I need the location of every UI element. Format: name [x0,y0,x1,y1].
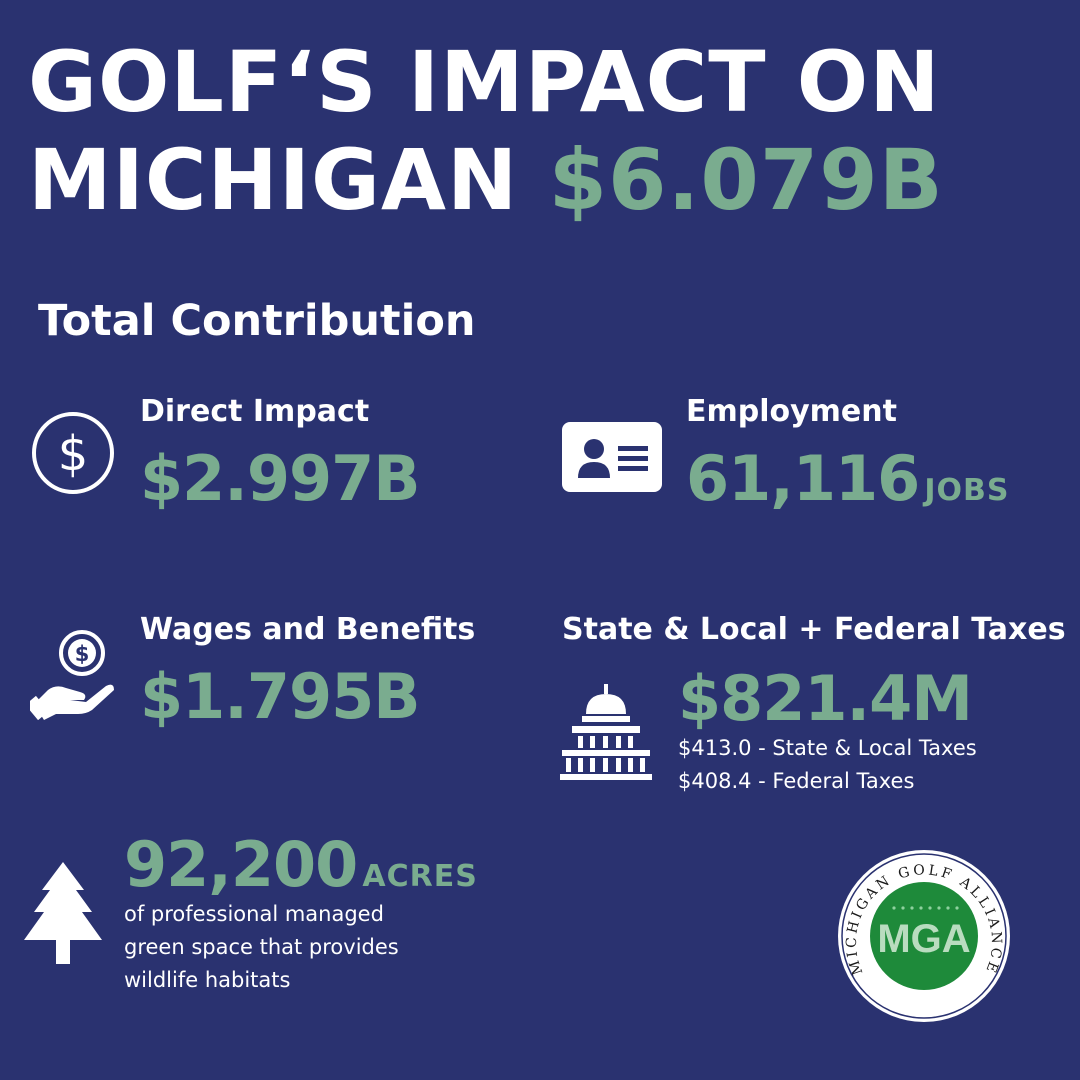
taxes-state-local-detail: $413.0 - State & Local Taxes [678,736,977,760]
direct-impact-label: Direct Impact [140,394,370,429]
employment-value: 61,116 [686,442,920,515]
wages-label: Wages and Benefits [140,612,476,647]
acres-description-line-3: wildlife habitats [124,968,291,992]
taxes-value: $821.4M [678,662,973,735]
capitol-building-icon [560,684,652,782]
acres-description-line-1: of professional managed [124,902,384,926]
title-line-2: MICHIGAN $6.079B [28,138,944,222]
dollar-circle-icon: $ [30,410,116,496]
direct-impact-value: $2.997B [140,442,421,515]
logo-initials: MGA [877,917,970,961]
acres-value: 92,200 [124,828,358,901]
mga-logo: MICHIGAN GOLF ALLIANCE MGA [836,848,1012,1028]
taxes-federal-detail: $408.4 - Federal Taxes [678,769,915,793]
acres-description-line-2: green space that provides [124,935,399,959]
pine-tree-icon [24,862,102,966]
section-title: Total Contribution [38,296,476,346]
id-card-icon [562,422,662,492]
employment-unit: JOBS [924,473,1010,508]
title-total-amount: $6.079B [548,131,944,229]
wages-value: $1.795B [140,660,421,733]
svg-text:$: $ [58,426,89,482]
title-michigan: MICHIGAN [28,131,519,229]
hand-coin-icon: $ [30,626,118,720]
title-line-1: GOLF‘S IMPACT ON [28,33,941,131]
taxes-label: State & Local + Federal Taxes [562,612,1066,647]
acres-unit: ACRES [362,859,478,894]
acres-value-group: 92,200 ACRES [124,828,478,901]
employment-label: Employment [686,394,897,429]
svg-text:$: $ [75,642,90,666]
employment-value-group: 61,116 JOBS [686,442,1010,515]
